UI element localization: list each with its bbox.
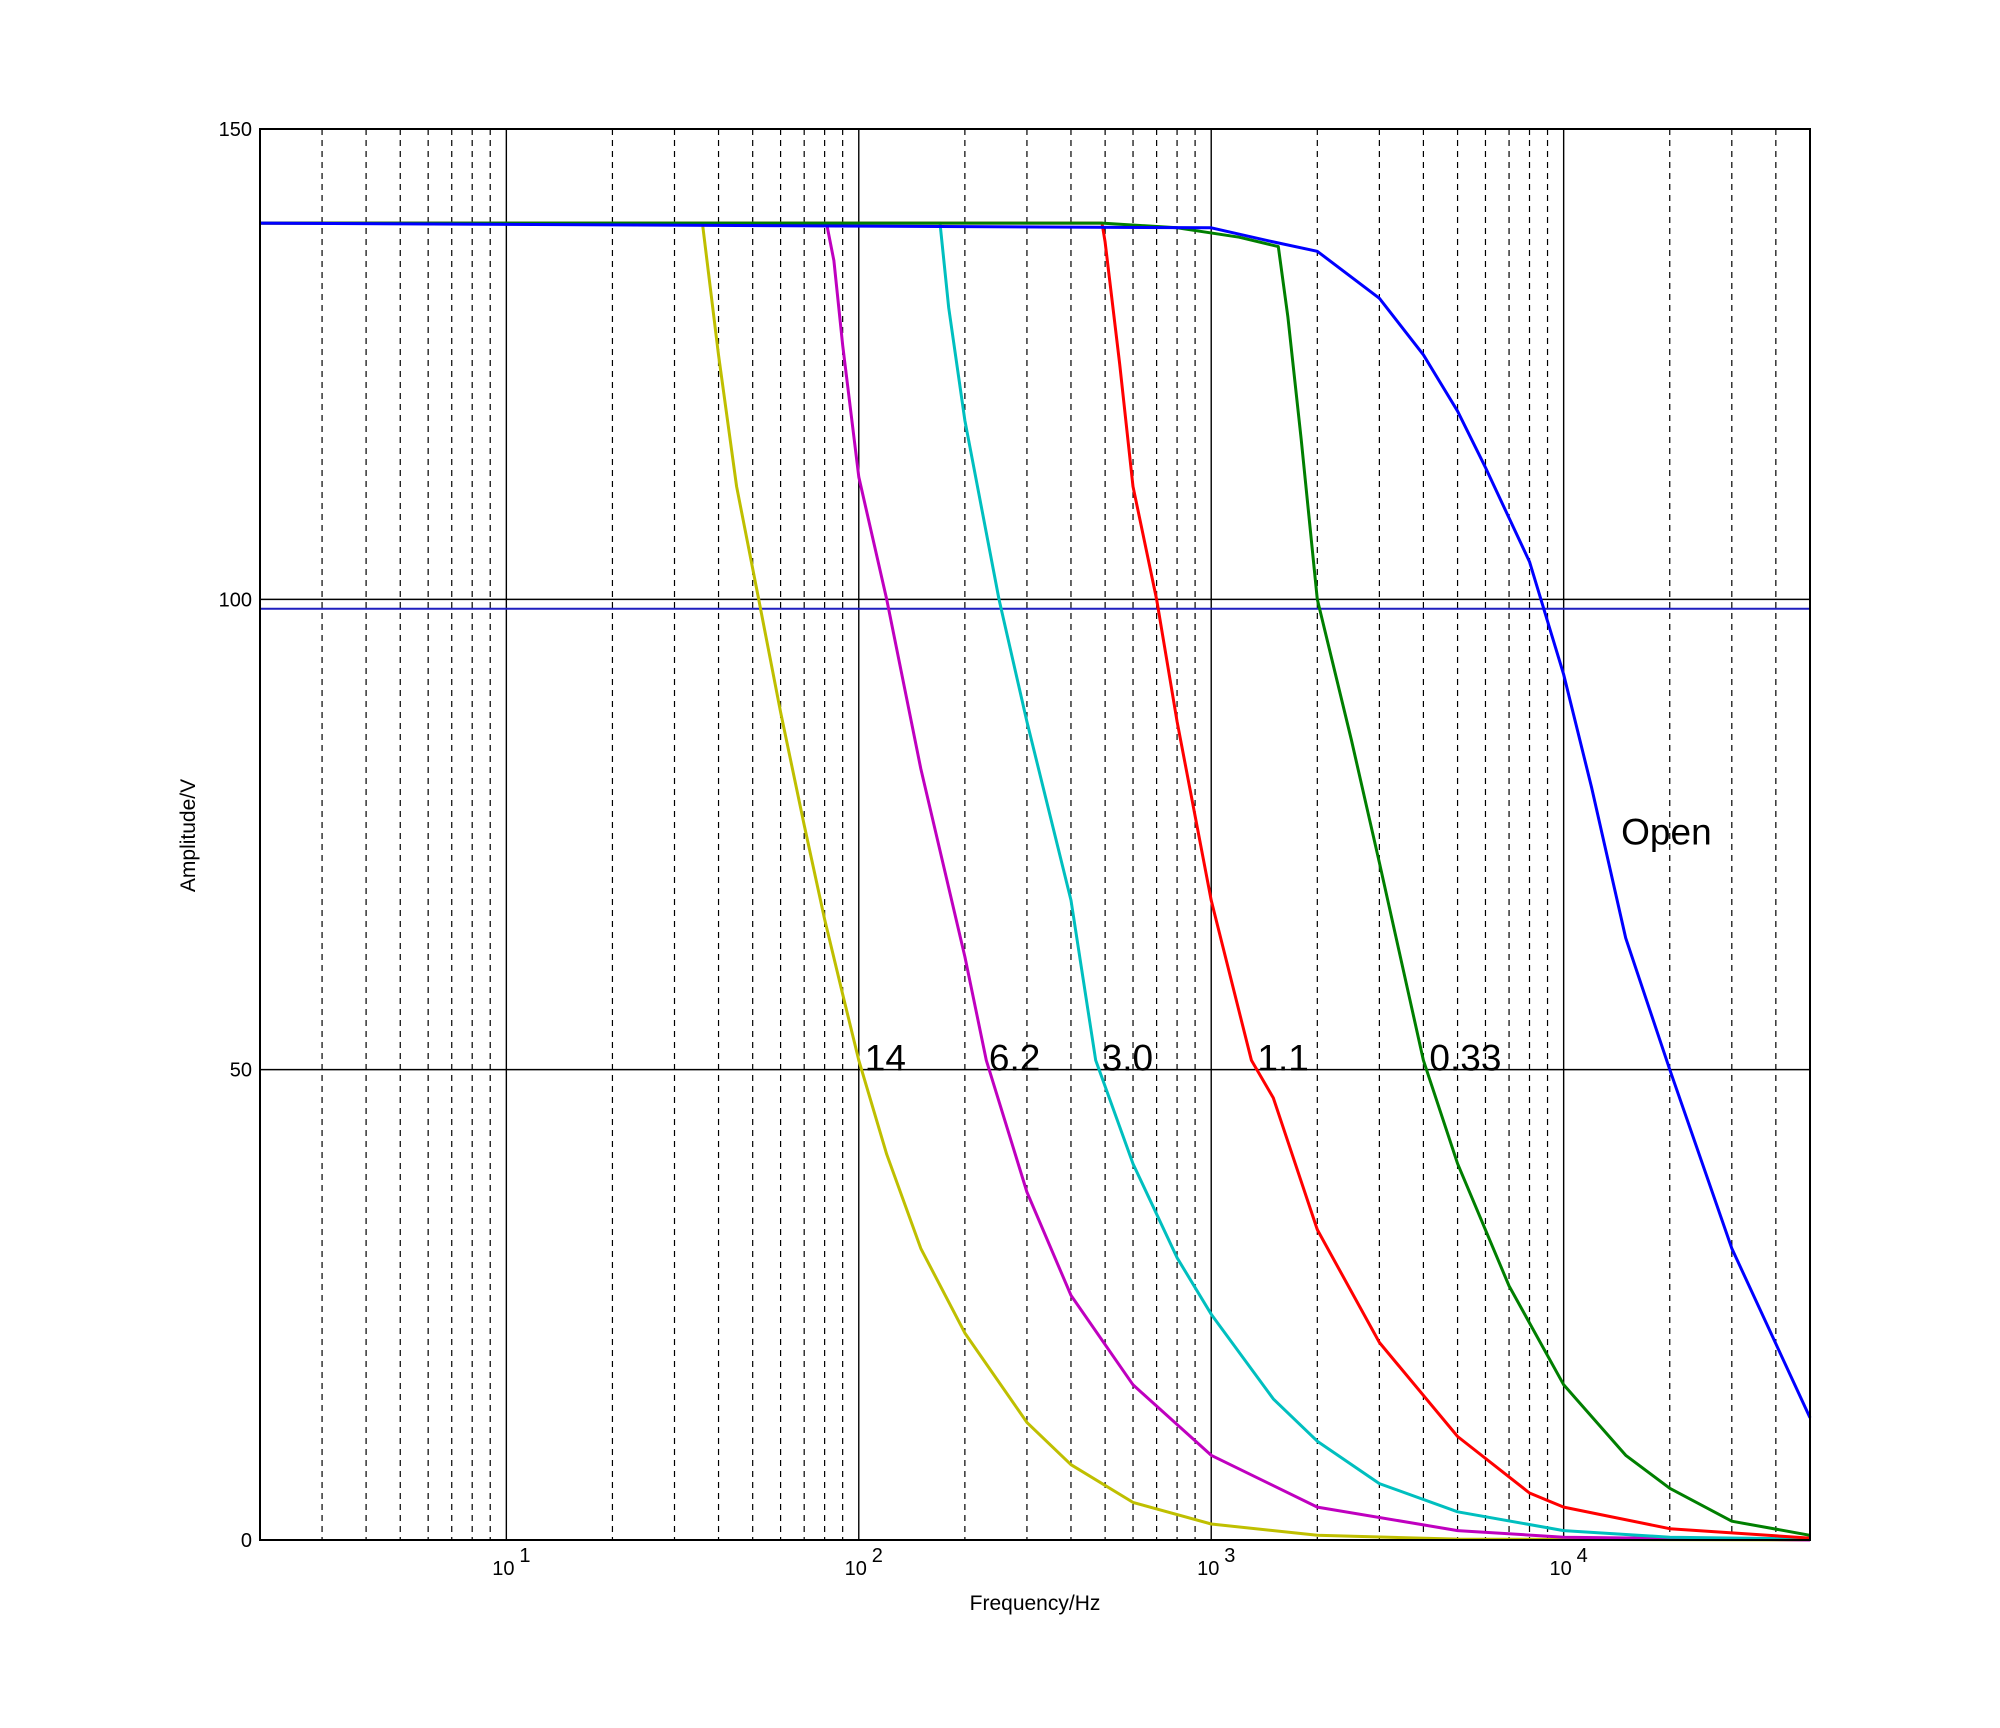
curve-label: Open (1621, 812, 1712, 853)
series-line-1 (260, 221, 1811, 1542)
y-axis-title: Amplitude/V (177, 779, 200, 892)
curve-label: 3.0 (1102, 1037, 1153, 1078)
x-tick-label: 10 (1197, 1558, 1219, 1580)
x-tick-exponent: 3 (1224, 1545, 1235, 1567)
curve-label: 6.2 (989, 1037, 1040, 1078)
x-tick-label: 10 (492, 1558, 514, 1580)
series-layer (259, 221, 1812, 1542)
curve-label: 1.1 (1257, 1037, 1308, 1078)
series-line-3 (260, 221, 1811, 1540)
grid (260, 129, 1810, 1540)
series-line-5 (259, 221, 1812, 1419)
series-line-4 (260, 221, 1811, 1537)
y-tick-label: 0 (241, 1530, 252, 1552)
plot-frame (259, 128, 1811, 1541)
x-tick-label: 10 (1550, 1558, 1572, 1580)
y-tick-label: 150 (219, 119, 252, 141)
x-tick-label: 10 (845, 1558, 867, 1580)
series-line-0 (260, 221, 1811, 1542)
y-tick-label: 100 (219, 589, 252, 611)
x-tick-exponent: 1 (519, 1545, 530, 1567)
curve-label: 14 (865, 1037, 906, 1078)
x-tick-exponent: 4 (1577, 1545, 1588, 1567)
x-axis-title: Frequency/Hz (970, 1592, 1101, 1615)
x-tick-exponent: 2 (872, 1545, 883, 1567)
y-tick-label: 50 (230, 1060, 252, 1082)
curve-label: 0.33 (1429, 1037, 1501, 1078)
series-line-2 (260, 221, 1811, 1541)
curve-labels: 14 6.2 3.0 1.1 0.33 Open (865, 812, 1712, 1079)
